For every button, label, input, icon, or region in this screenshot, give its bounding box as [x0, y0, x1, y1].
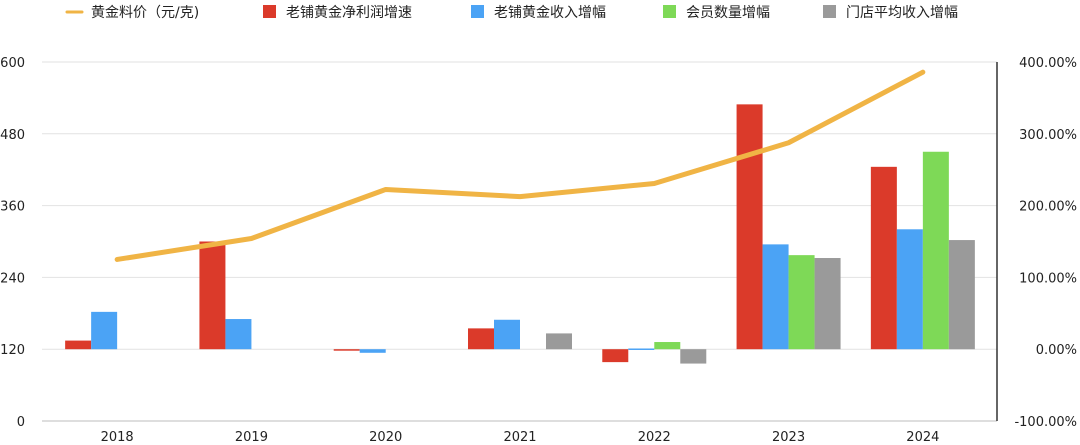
legend-bar-swatch	[663, 5, 676, 18]
bar	[680, 349, 707, 364]
bar	[788, 255, 815, 350]
x-tick-label: 2024	[906, 430, 939, 445]
y-left-tick-label: 120	[0, 343, 25, 358]
bar	[494, 319, 520, 350]
gold-price-line	[114, 69, 926, 262]
bar	[922, 151, 949, 350]
y-left-tick-label: 480	[0, 128, 25, 143]
legend-label: 门店平均收入增幅	[846, 5, 958, 21]
bar	[896, 229, 923, 350]
bar	[65, 340, 92, 350]
bar	[359, 349, 386, 353]
y-right-tick-label: 200.00%	[1019, 200, 1077, 215]
legend-bar-swatch	[823, 5, 836, 18]
y-right-tick-label: 300.00%	[1019, 128, 1077, 143]
x-tick-label: 2019	[235, 430, 268, 445]
y-right-tick-label: 400.00%	[1019, 56, 1077, 71]
bar	[91, 311, 118, 350]
bar	[762, 244, 789, 350]
legend-label: 会员数量增幅	[686, 5, 770, 21]
y-right-tick-label: 100.00%	[1019, 271, 1077, 286]
bar	[948, 240, 975, 350]
bar	[654, 342, 681, 350]
bar	[225, 319, 252, 350]
y-left-tick-label: 360	[0, 200, 25, 215]
y-left-tick-label: 240	[0, 271, 25, 286]
line-series-group	[114, 69, 926, 262]
legend: 黄金料价（元/克) 老铺黄金净利润增速 老铺黄金收入增幅 会员数量增幅 门店平均收入增幅	[65, 4, 958, 21]
bar	[546, 333, 572, 350]
x-tick-label: 2020	[369, 430, 402, 445]
legend-bar-swatch	[471, 5, 484, 18]
y-left-tick-label: 0	[17, 415, 25, 430]
bar	[199, 241, 226, 350]
legend-item: 门店平均收入增幅	[823, 5, 958, 21]
legend-item: 会员数量增幅	[663, 5, 770, 21]
bar	[333, 349, 360, 351]
bar	[628, 348, 655, 350]
x-tick-label: 2022	[638, 430, 671, 445]
legend-item: 老铺黄金收入增幅	[471, 4, 606, 21]
bar	[602, 349, 629, 363]
bar	[468, 328, 494, 350]
legend-label: 老铺黄金收入增幅	[494, 4, 606, 21]
y-right-tick-label: 0.00%	[1036, 343, 1077, 358]
bar	[814, 258, 841, 350]
legend-label: 黄金料价（元/克)	[91, 4, 199, 21]
legend-item: 黄金料价（元/克)	[65, 4, 199, 21]
bar-series-group	[65, 104, 975, 364]
y-right-tick-label: -100.00%	[1014, 415, 1077, 430]
legend-item: 老铺黄金净利润增速	[263, 4, 412, 21]
axes: 0 120 240 360 480 600 -100.00% 0.00% 100.00% 200.…	[0, 56, 1077, 445]
legend-label: 老铺黄金净利润增速	[286, 4, 412, 21]
x-tick-label: 2018	[101, 430, 134, 445]
x-tick-label: 2023	[772, 430, 805, 445]
y-left-tick-label: 600	[0, 56, 25, 71]
x-tick-label: 2021	[503, 430, 536, 445]
gridlines	[42, 61, 997, 422]
bar	[736, 104, 763, 350]
legend-bar-swatch	[263, 5, 276, 18]
bar	[870, 166, 897, 350]
